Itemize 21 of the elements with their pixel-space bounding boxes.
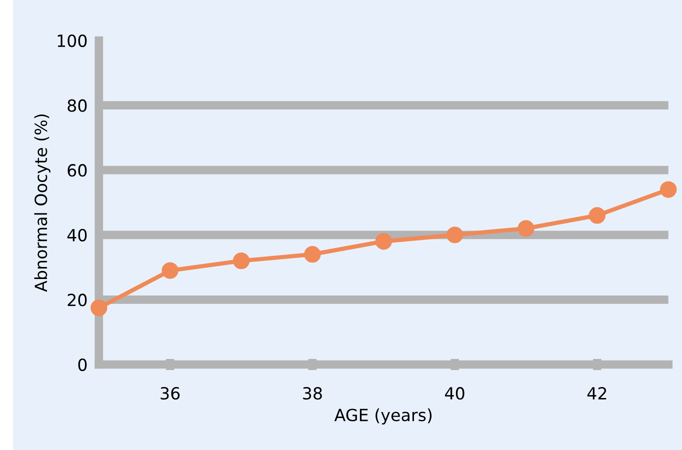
y-tick-label: 40	[67, 228, 87, 242]
x-tick-label: 42	[587, 387, 606, 400]
x-tick-label: 38	[303, 387, 322, 400]
point	[162, 262, 178, 279]
y-tick-label: 20	[68, 294, 87, 306]
y-tick-label: 80	[68, 99, 87, 112]
point	[518, 220, 534, 237]
point	[304, 246, 321, 263]
point	[660, 181, 677, 198]
y-axis-title: Abnormal Oocyte (%)	[34, 114, 50, 292]
point	[446, 226, 464, 244]
y-tick-label: 0	[78, 358, 87, 372]
y-tick-label: 100	[58, 34, 87, 48]
point	[232, 252, 250, 270]
x-axis-title: AGE (years)	[334, 408, 432, 425]
x-tick-label: 36	[160, 387, 180, 400]
y-tick-label: 60	[68, 164, 87, 177]
point	[375, 233, 392, 250]
point	[588, 207, 606, 224]
point	[90, 299, 108, 316]
x-tick-label: 40	[445, 387, 464, 400]
